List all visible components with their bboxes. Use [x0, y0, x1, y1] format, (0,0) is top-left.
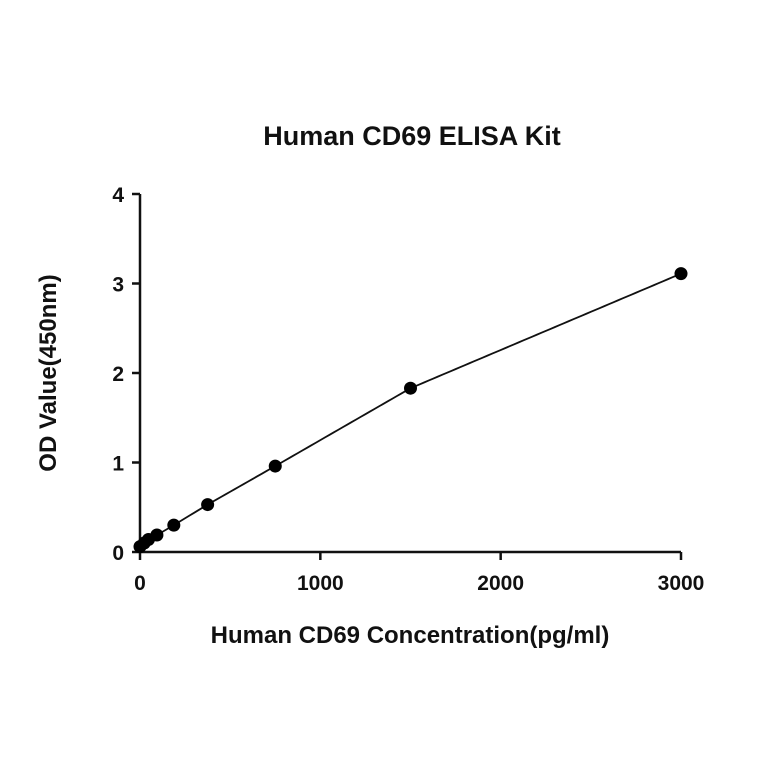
data-point — [150, 528, 164, 542]
y-tick-label: 0 — [112, 542, 124, 565]
y-tick-label: 4 — [112, 184, 124, 207]
y-tick-label: 2 — [112, 363, 124, 386]
x-tick-label: 3000 — [658, 572, 705, 595]
data-point — [404, 381, 417, 395]
data-point — [201, 498, 215, 512]
x-tick-label: 2000 — [477, 572, 524, 595]
data-point — [268, 459, 282, 473]
x-tick-label: 1000 — [297, 572, 344, 595]
fit-curve — [139, 272, 682, 548]
y-tick-label: 3 — [112, 274, 124, 297]
data-points — [133, 267, 688, 554]
x-axis-label: Human CD69 Concentration(pg/ml) — [211, 622, 610, 649]
data-point — [167, 518, 181, 532]
y-tick-label: 1 — [112, 453, 124, 476]
x-axis: 0 1000 2000 3000 — [134, 550, 705, 595]
y-axis-label: OD Value(450nm) — [35, 274, 62, 471]
data-point — [674, 267, 688, 281]
x-tick-label: 0 — [134, 572, 146, 595]
y-axis: 0 1 2 3 4 — [112, 184, 142, 565]
chart-title: Human CD69 ELISA Kit — [263, 121, 561, 151]
